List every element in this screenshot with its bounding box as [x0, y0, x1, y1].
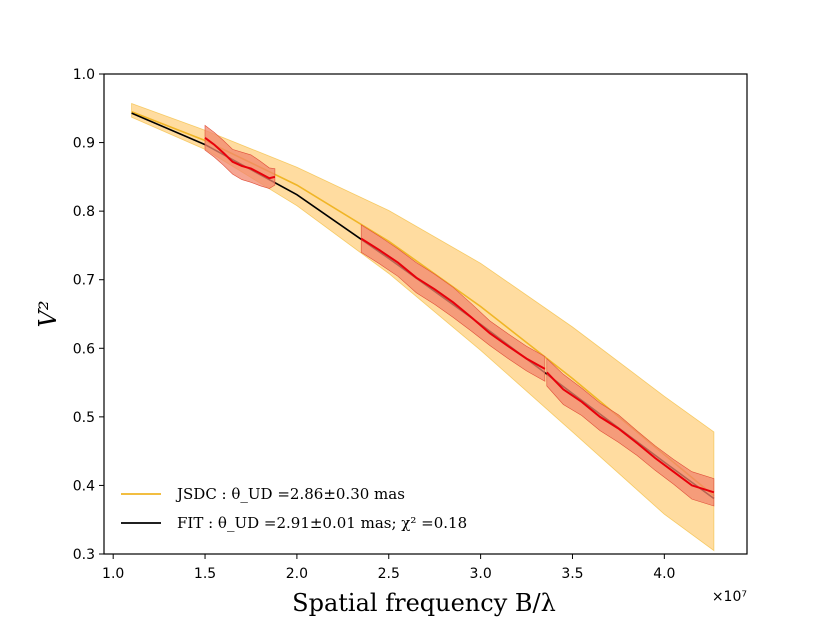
y-tick-label: 0.3 [73, 547, 95, 563]
axes: 1.0 1.5 2.0 2.5 3.0 3.5 4.0 0.3 0.4 0.5 0.6 0.7 0.8 0… [73, 67, 748, 582]
x-tick-label: 2.0 [286, 566, 308, 582]
y-axis-label: V² [34, 301, 62, 328]
measurement-line-3 [546, 371, 715, 494]
y-tick-label: 0.9 [73, 136, 95, 152]
plot-frame [103, 73, 748, 555]
y-tick-label: 0.4 [73, 478, 95, 494]
x-tick-label: 4.0 [653, 566, 675, 582]
x-tick-label: 1.5 [194, 566, 216, 582]
x-axis-label: Spatial frequency B/λ [292, 589, 556, 617]
y-tick-label: 0.7 [73, 273, 95, 289]
x-tick-label: 2.5 [378, 566, 400, 582]
measurement-band-3 [546, 357, 715, 507]
measurement-series [204, 124, 715, 507]
measurement-line-2 [360, 237, 546, 370]
measurement-line-1 [204, 136, 276, 180]
y-tick-label: 0.6 [73, 341, 95, 357]
legend: JSDC : θ_UD =2.86±0.30 mas FIT : θ_UD =2.… [121, 485, 467, 532]
x-scale-note: ×10⁷ [712, 589, 747, 605]
legend-fit-label: FIT : θ_UD =2.91±0.01 mas; χ² =0.18 [177, 514, 467, 532]
legend-jsdc-label: JSDC : θ_UD =2.86±0.30 mas [175, 485, 405, 503]
y-tick-label: 0.5 [73, 410, 95, 426]
y-tick-label: 0.8 [73, 204, 95, 220]
x-tick-label: 3.0 [469, 566, 491, 582]
y-tick-label: 1.0 [73, 67, 95, 83]
x-tick-label: 3.5 [561, 566, 583, 582]
x-tick-label: 1.0 [102, 566, 124, 582]
